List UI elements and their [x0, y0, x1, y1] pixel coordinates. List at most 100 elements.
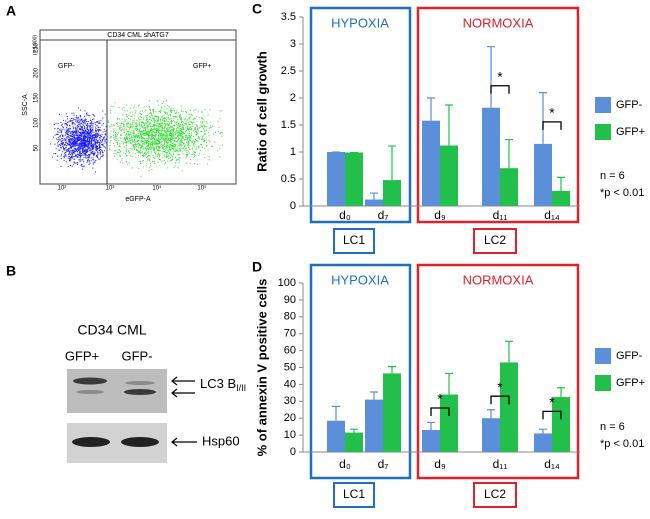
dot [72, 144, 74, 146]
dot [170, 141, 172, 143]
dot [135, 130, 137, 132]
dot [188, 127, 190, 129]
dot [213, 133, 215, 135]
y-tick-label: 60 [284, 345, 296, 357]
dot [128, 141, 130, 143]
dot [155, 124, 157, 126]
dot [64, 129, 66, 131]
dot [175, 137, 177, 139]
dot [92, 137, 94, 139]
dot [182, 125, 184, 127]
dot [202, 138, 204, 140]
dot [171, 133, 173, 135]
dot [74, 141, 76, 143]
dot [191, 123, 193, 125]
dot [80, 135, 82, 137]
dot [177, 150, 179, 152]
dot [166, 134, 168, 136]
dot [78, 140, 80, 142]
dot [148, 155, 150, 157]
dot [74, 118, 76, 120]
dot [73, 142, 75, 144]
dot [97, 140, 99, 142]
dot [73, 119, 75, 121]
dot [141, 140, 143, 142]
dot [128, 133, 130, 135]
dot [100, 151, 102, 153]
dot [169, 149, 171, 151]
dot [95, 131, 97, 133]
dot [135, 143, 137, 145]
dot [70, 154, 72, 156]
dot [180, 135, 182, 137]
dot [60, 155, 62, 157]
dot [91, 136, 93, 138]
dot [116, 123, 118, 125]
dot [78, 144, 80, 146]
dot [65, 122, 67, 124]
dot [217, 131, 219, 133]
dot [86, 140, 88, 142]
dot [141, 125, 143, 127]
significance-bracket [542, 410, 562, 420]
dot [70, 153, 72, 155]
dot [67, 129, 69, 131]
dot [155, 143, 157, 145]
dot [80, 144, 82, 146]
dot [175, 140, 177, 142]
dot [63, 135, 65, 137]
dot [149, 108, 151, 110]
dot [71, 135, 73, 137]
dot [104, 136, 106, 138]
dot [68, 140, 70, 142]
dot [87, 134, 89, 136]
bar [327, 152, 345, 206]
dot [164, 126, 166, 128]
dot [68, 141, 70, 143]
dot [165, 138, 167, 140]
dot [144, 131, 146, 133]
dot [99, 134, 101, 136]
dot [93, 134, 95, 136]
dot [191, 121, 193, 123]
dot [91, 137, 93, 139]
dot [83, 154, 85, 156]
dot [154, 131, 156, 133]
dot [136, 120, 138, 122]
dot [82, 129, 84, 131]
dot [85, 144, 87, 146]
dot [145, 119, 147, 121]
dot [100, 153, 102, 155]
dot [74, 146, 76, 148]
dot [121, 122, 123, 124]
dot [200, 121, 202, 123]
dot [69, 151, 71, 153]
dot [164, 124, 166, 126]
dot [93, 154, 95, 156]
dot [61, 142, 63, 144]
group-label: HYPOXIA [331, 15, 389, 30]
dot [170, 112, 172, 114]
band [125, 381, 155, 385]
dot [82, 151, 84, 153]
dot [70, 131, 72, 133]
dot [154, 134, 156, 136]
dot [81, 141, 83, 143]
dot [181, 131, 183, 133]
dot [158, 135, 160, 137]
dot [113, 155, 115, 157]
dot [151, 133, 153, 135]
dot [167, 167, 169, 169]
dot [139, 134, 141, 136]
dot [141, 147, 143, 149]
dot [142, 121, 144, 123]
dot [149, 142, 151, 144]
dot [83, 131, 85, 133]
dot [67, 166, 69, 168]
dot [151, 139, 153, 141]
dot [77, 107, 79, 109]
dot [166, 130, 168, 132]
period-box [473, 482, 517, 508]
dot [119, 143, 121, 145]
dot [133, 130, 135, 132]
